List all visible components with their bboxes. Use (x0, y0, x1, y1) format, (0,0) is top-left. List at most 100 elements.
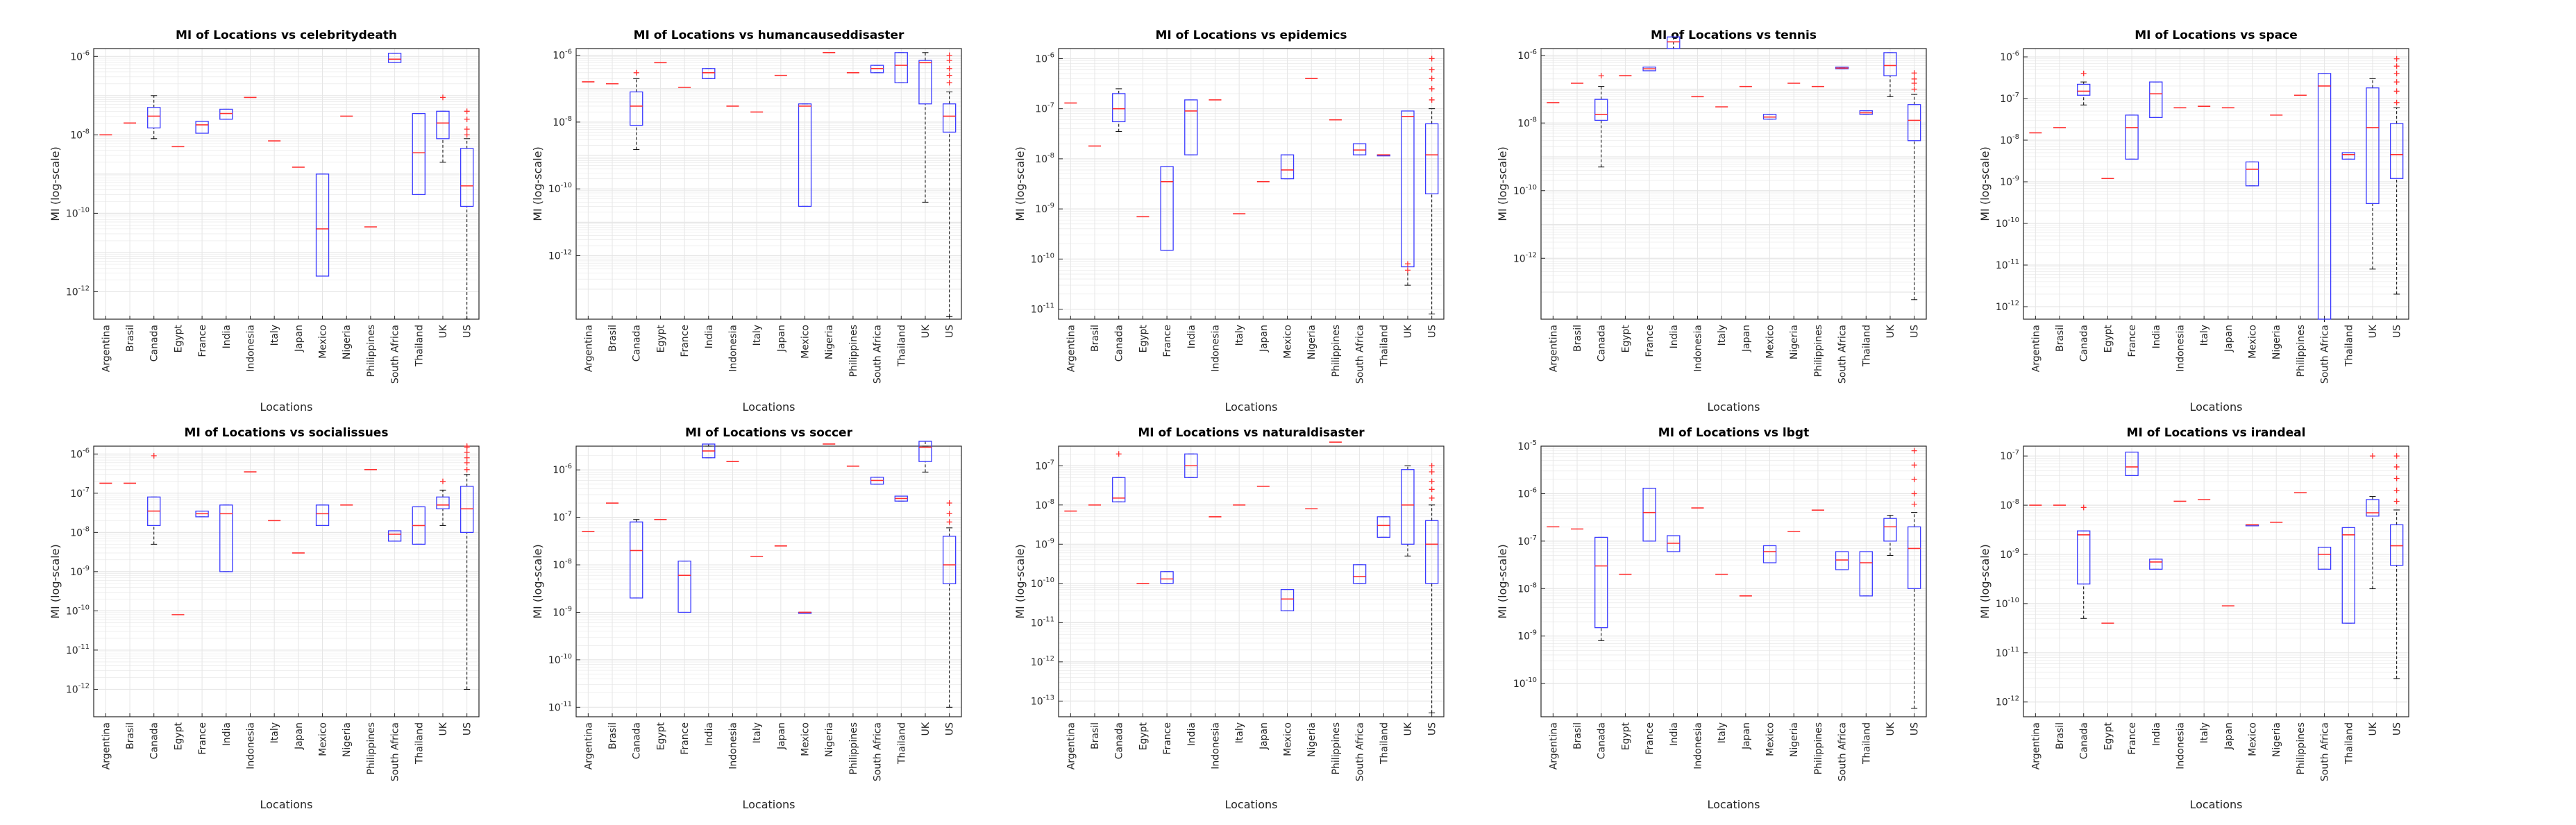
y-tick-label: 10-11 (1031, 615, 1054, 629)
y-tick-label: 10-6 (1035, 51, 1054, 65)
x-tick-label: Argentina (1066, 325, 1077, 372)
x-tick-label: UK (1403, 324, 1414, 338)
x-tick-label: Egypt (2103, 325, 2114, 353)
outlier-point (1429, 495, 1435, 501)
box-mexico (1280, 588, 1295, 611)
x-tick-label: Canada (2079, 722, 2090, 759)
x-tick-label: UK (1885, 324, 1896, 338)
box-iqr (1160, 571, 1174, 584)
box-iqr (315, 504, 330, 527)
box-iqr (894, 495, 908, 502)
chart-title: MI of Locations vs humancauseddisaster (634, 28, 904, 42)
box-thailand (1377, 516, 1390, 538)
x-tick-label: Thailand (896, 325, 907, 367)
x-tick-label: Japan (1741, 722, 1752, 750)
y-tick-label: 10-6 (1517, 49, 1537, 62)
box-canada (147, 452, 161, 545)
box-us (1907, 70, 1921, 300)
box-iqr (798, 103, 812, 207)
box-mexico (798, 103, 812, 207)
box-iqr (436, 496, 450, 509)
outlier-point (1404, 267, 1411, 273)
y-axis-label: MI (log-scale) (1013, 146, 1027, 221)
x-tick-label: Nigeria (824, 325, 835, 359)
outlier-point (464, 466, 470, 473)
y-tick-label: 10-8 (1035, 152, 1054, 165)
x-tick-label: Argentina (1548, 722, 1559, 769)
chart-svg-4: MI of Locations vs tennis 10-12 10-10 10-8 1… (1496, 28, 1927, 414)
x-tick-label: Indonesia (2175, 722, 2186, 769)
chart-panel-4: MI of Locations vs tennis 10-12 10-10 10-8 1… (1447, 0, 1933, 414)
box-us (2389, 453, 2404, 679)
box-iqr (2317, 73, 2332, 320)
x-tick-label: India (704, 325, 715, 348)
box-iqr (2366, 499, 2380, 517)
box-mexico (1762, 545, 1777, 563)
x-tick-label: India (1186, 722, 1197, 746)
x-axis-label: Locations (1224, 400, 1277, 414)
box-iqr (1762, 545, 1777, 563)
box-mexico (1280, 154, 1295, 180)
box-south-africa (1352, 143, 1367, 155)
box-iqr (1835, 67, 1849, 69)
x-tick-label: UK (920, 722, 932, 735)
x-tick-label: Brasil (607, 325, 618, 352)
box-iqr (1859, 551, 1873, 597)
box-canada (630, 519, 643, 599)
outlier-point (464, 443, 470, 449)
box-mexico (315, 173, 330, 277)
x-tick-label: South Africa (1355, 325, 1366, 384)
chart-svg-9: MI of Locations vs lbgt 10-10 10-9 10-8 10-7… (1496, 426, 1927, 811)
x-tick-label: Thailand (414, 325, 425, 367)
box-france (2125, 451, 2139, 477)
box-mexico (315, 504, 330, 527)
x-tick-label: Nigeria (342, 325, 353, 359)
x-tick-label: US (1910, 325, 1921, 338)
x-axis-label: Locations (742, 400, 795, 414)
y-tick-label: 10-9 (553, 605, 572, 618)
box-iqr (2245, 161, 2259, 187)
axes-frame (1058, 445, 1445, 717)
y-tick-label: 10-7 (2000, 92, 2019, 105)
y-axis-label: MI (log-scale) (1496, 146, 1509, 221)
box-iqr (1352, 143, 1367, 155)
x-tick-label: Egypt (1138, 722, 1149, 751)
box-iqr (147, 107, 161, 129)
chart-panel-8: MI of Locations vs naturaldisaster 10-13 1… (965, 398, 1451, 811)
x-tick-label: Japan (1258, 722, 1270, 750)
box-uk (918, 441, 932, 473)
x-tick-label: Japan (294, 325, 305, 352)
x-tick-label: Brasil (607, 722, 618, 749)
chart-title: MI of Locations vs lbgt (1658, 426, 1809, 440)
x-tick-label: Thailand (1861, 325, 1872, 367)
chart-panel-3: MI of Locations vs epidemics 10-11 10-10 10… (965, 0, 1451, 414)
y-tick-label: 10-7 (1035, 102, 1054, 115)
x-tick-label: Mexico (2248, 325, 2259, 359)
outlier-point (464, 454, 470, 461)
x-tick-label: US (1427, 722, 1438, 735)
chart-svg-5: MI of Locations vs space 10-12 10-11 10-10 1… (1978, 28, 2409, 414)
box-iqr (1352, 564, 1367, 584)
x-tick-label: South Africa (2320, 325, 2331, 384)
x-axis-label: Locations (742, 798, 795, 811)
x-tick-label: South Africa (390, 325, 401, 384)
y-tick-label: 10-10 (1513, 184, 1537, 197)
box-iqr (702, 68, 716, 79)
x-tick-label: Egypt (173, 325, 184, 353)
box-iqr (1112, 477, 1126, 502)
x-tick-label: Thailand (1379, 722, 1390, 765)
x-tick-label: Egypt (655, 325, 666, 353)
box-iqr (460, 148, 474, 207)
box-south-africa (870, 477, 884, 485)
outlier-point (946, 519, 952, 525)
x-tick-label: Brasil (2055, 722, 2066, 749)
axes-frame (575, 445, 962, 717)
y-tick-label: 10-8 (2000, 133, 2019, 146)
x-tick-label: India (1186, 325, 1197, 348)
x-tick-label: Nigeria (824, 722, 835, 757)
y-tick-label: 10-9 (1517, 629, 1537, 643)
y-tick-label: 10-8 (2000, 498, 2019, 511)
chart-panel-10: MI of Locations vs irandeal 10-12 10-11 10-… (1930, 398, 2416, 811)
box-india (2149, 81, 2163, 119)
x-tick-label: India (221, 722, 233, 746)
